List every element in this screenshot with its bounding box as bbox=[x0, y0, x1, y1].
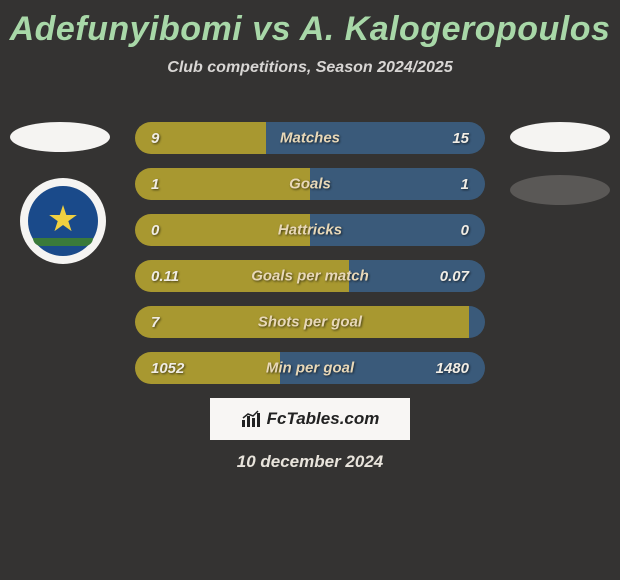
stat-value-right: 0 bbox=[461, 222, 469, 239]
club-logo-band bbox=[33, 238, 93, 246]
stat-value-right: 1 bbox=[461, 176, 469, 193]
stat-label: Min per goal bbox=[266, 360, 354, 377]
vs-text: vs bbox=[252, 10, 291, 48]
comparison-title: Adefunyibomi vs A. Kalogeropoulos bbox=[0, 0, 620, 49]
player1-club-logo: ★ bbox=[20, 178, 106, 264]
stat-value-left: 0.11 bbox=[151, 268, 179, 285]
stat-label: Hattricks bbox=[278, 222, 342, 239]
chart-icon bbox=[241, 410, 261, 428]
stat-bar-left: 1 bbox=[135, 168, 310, 200]
date-text: 10 december 2024 bbox=[237, 452, 384, 472]
stat-row: 7 Shots per goal bbox=[135, 306, 485, 338]
stat-row: 0 0 Hattricks bbox=[135, 214, 485, 246]
stat-bar-right: 1 bbox=[310, 168, 485, 200]
stat-value-left: 1 bbox=[151, 176, 159, 193]
stat-label: Matches bbox=[280, 130, 340, 147]
subtitle: Club competitions, Season 2024/2025 bbox=[0, 59, 620, 77]
stat-row: 1 1 Goals bbox=[135, 168, 485, 200]
stat-label: Shots per goal bbox=[258, 314, 362, 331]
stat-row: 1052 1480 Min per goal bbox=[135, 352, 485, 384]
stat-value-left: 0 bbox=[151, 222, 159, 239]
stat-value-left: 9 bbox=[151, 130, 159, 147]
branding-box: FcTables.com bbox=[210, 398, 410, 440]
stat-value-right: 0.07 bbox=[440, 268, 469, 285]
stat-value-right: 15 bbox=[452, 130, 469, 147]
stat-bar-right bbox=[469, 306, 485, 338]
stat-value-left: 1052 bbox=[151, 360, 184, 377]
stat-bar-left: 9 bbox=[135, 122, 266, 154]
stats-bars: 9 15 Matches 1 1 Goals 0 0 Hattricks 0.11 0.07 Goal… bbox=[135, 122, 485, 384]
player1-avatar-placeholder bbox=[10, 122, 110, 152]
club-logo-ring: ★ bbox=[28, 186, 98, 256]
branding-text: FcTables.com bbox=[267, 409, 380, 429]
player1-name: Adefunyibomi bbox=[10, 10, 243, 48]
stat-row: 9 15 Matches bbox=[135, 122, 485, 154]
stat-row: 0.11 0.07 Goals per match bbox=[135, 260, 485, 292]
star-icon: ★ bbox=[47, 201, 79, 237]
stat-value-left: 7 bbox=[151, 314, 159, 331]
stat-label: Goals bbox=[289, 176, 331, 193]
player2-club-placeholder bbox=[510, 175, 610, 205]
stat-value-right: 1480 bbox=[436, 360, 469, 377]
player2-name: A. Kalogeropoulos bbox=[300, 10, 611, 48]
player2-avatar-placeholder bbox=[510, 122, 610, 152]
stat-label: Goals per match bbox=[251, 268, 369, 285]
stat-bar-left: 1052 bbox=[135, 352, 280, 384]
